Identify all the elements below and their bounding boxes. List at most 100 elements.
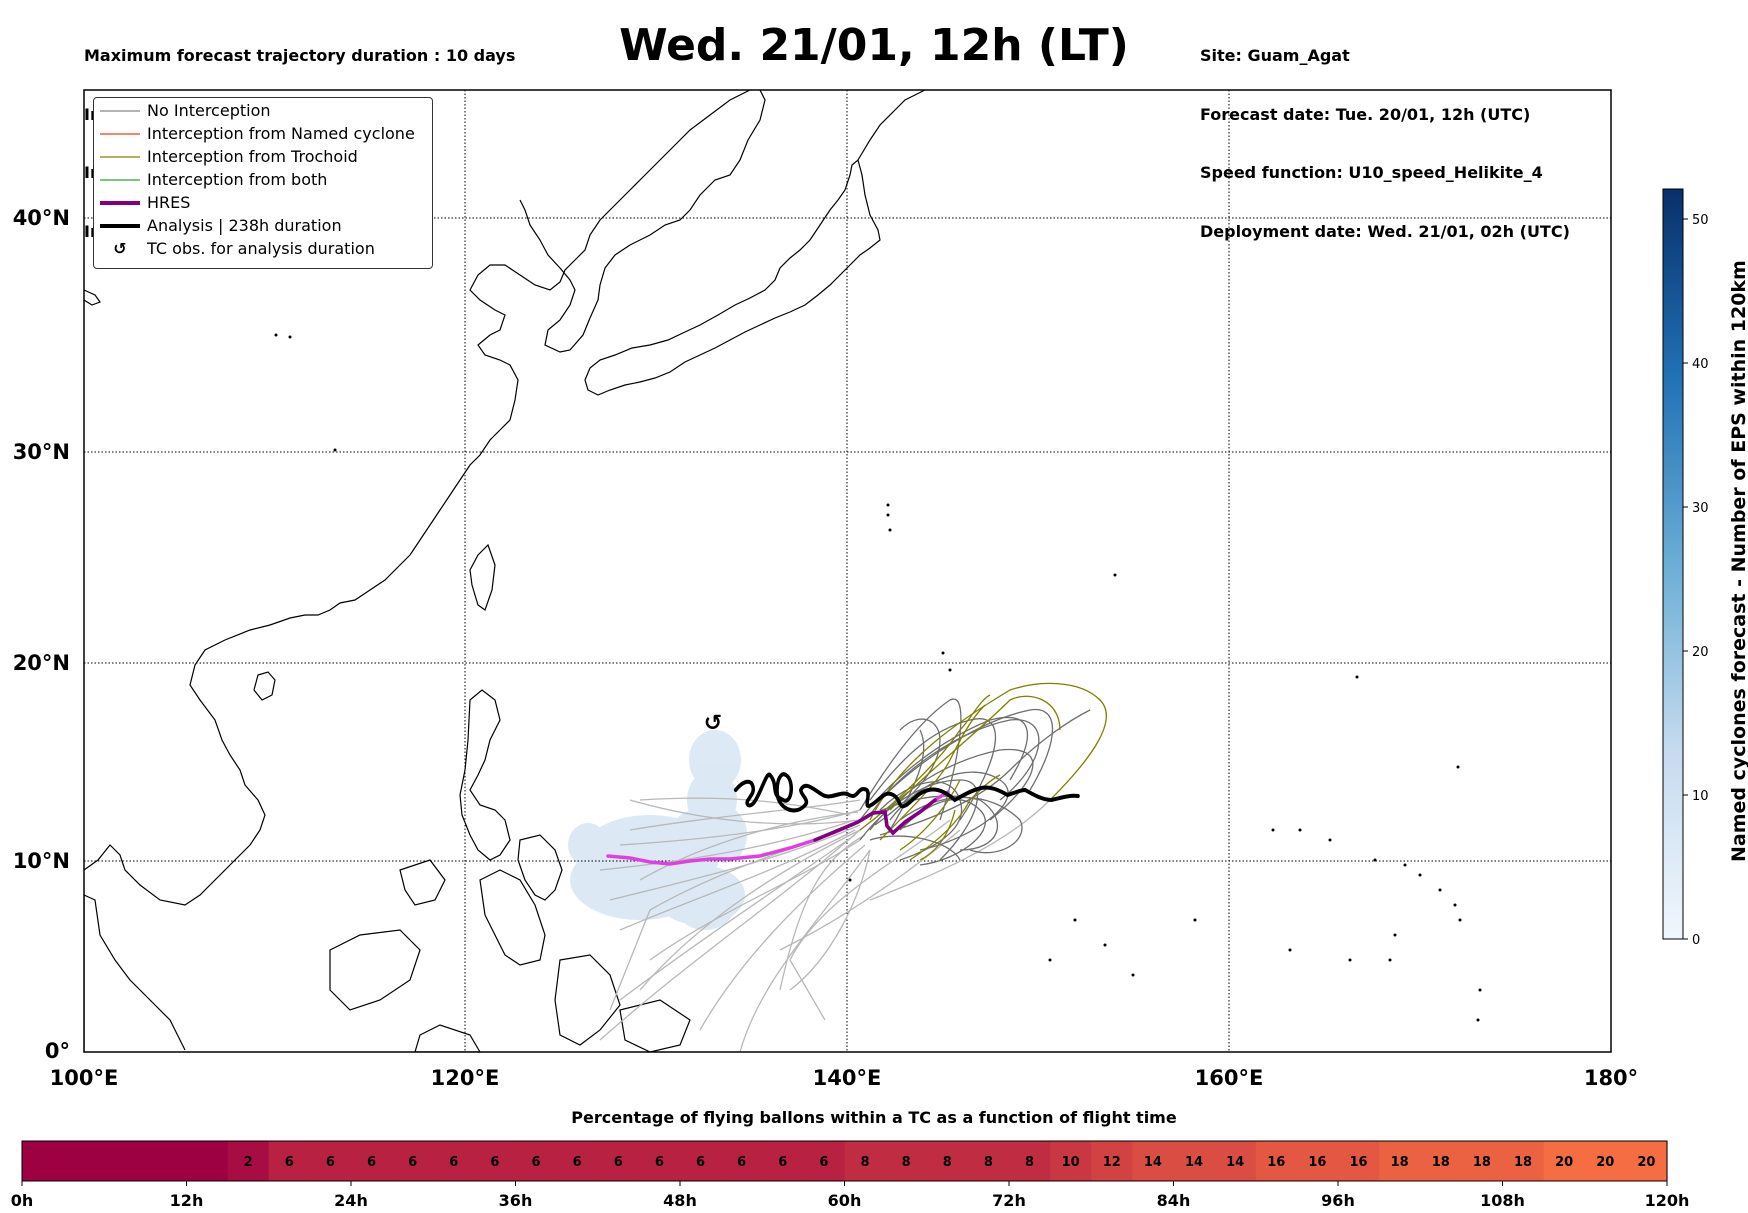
lon-label-100: 100°E [50, 1066, 119, 1090]
time-tick-label: 72h [992, 1191, 1026, 1210]
legend-line-olive [100, 156, 140, 158]
trajectories-trochoid [859, 682, 1107, 861]
legend-item-analysis: Analysis | 238h duration [94, 216, 430, 236]
percentage-cell [1132, 1141, 1175, 1181]
cbar-tick-40: 40 [1692, 357, 1709, 372]
lat-label-20: 20°N [13, 651, 70, 675]
percentage-cell [309, 1141, 352, 1181]
percentage-cell [1543, 1141, 1586, 1181]
legend-line-purple [100, 201, 140, 205]
cbar-tick-0: 0 [1692, 933, 1700, 948]
legend-item-both: Interception from both [94, 170, 430, 190]
percentage-cell [186, 1141, 229, 1181]
legend-label: Interception from both [147, 170, 328, 189]
percentage-cell [63, 1141, 105, 1181]
percentage-cell-label: 6 [696, 1155, 705, 1170]
percentage-cell-label: 10 [1062, 1155, 1080, 1170]
cbar-tick-20: 20 [1692, 645, 1709, 660]
percentage-cell-label: 6 [490, 1155, 499, 1170]
percentage-cell-label: 20 [1555, 1155, 1573, 1170]
cbar-tick-50: 50 [1692, 213, 1709, 228]
time-tick-label: 36h [499, 1191, 533, 1210]
percentage-cell [885, 1141, 928, 1181]
percentage-bar-title: Percentage of flying ballons within a TC… [571, 1108, 1177, 1127]
percentage-cell-label: 14 [1185, 1155, 1203, 1170]
analysis-trajectory [733, 772, 1080, 813]
legend-item-named-cyclone: Interception from Named cyclone [94, 124, 430, 144]
cyclone-density-blobs [568, 730, 747, 930]
percentage-cell-label: 6 [778, 1155, 787, 1170]
time-tick-label: 48h [663, 1191, 697, 1210]
percentage-cell [1296, 1141, 1339, 1181]
legend-label: TC obs. for analysis duration [147, 239, 375, 258]
gridlines [84, 90, 1611, 1052]
percentage-cell [638, 1141, 681, 1181]
param-site: Site: Guam_Agat [1200, 46, 1350, 65]
lat-label-10: 10°N [13, 849, 70, 873]
percentage-cell [721, 1141, 763, 1181]
lon-label-140: 140°E [813, 1066, 882, 1090]
percentage-cell-label: 6 [408, 1155, 417, 1170]
time-tick-label: 120h [1645, 1191, 1690, 1210]
lon-label-120: 120°E [431, 1066, 500, 1090]
percentage-cell [1461, 1141, 1504, 1181]
percentage-cell-label: 8 [984, 1155, 993, 1170]
percentage-cell [803, 1141, 846, 1181]
legend-label: Interception from Trochoid [147, 147, 358, 166]
percentage-bar: 2 6 6 6 6 6 6 6 6 6 6 6 6 6 6 8 8 8 8 8 10 12 14 14 14 16 16 16 18 18… [21, 1140, 1668, 1182]
percentage-cell [351, 1141, 393, 1181]
percentage-cell-label: 18 [1473, 1155, 1491, 1170]
percentage-cell-label: 8 [943, 1155, 952, 1170]
legend-label: No Interception [147, 101, 271, 120]
tc-observation-symbol: ↺ [704, 711, 722, 736]
percentage-cell [926, 1141, 969, 1181]
coastlines [84, 90, 926, 1052]
legend-label: HRES [147, 193, 191, 212]
percentage-cell-label: 16 [1350, 1155, 1368, 1170]
legend-line-black [100, 224, 140, 228]
time-tick-label: 96h [1321, 1191, 1355, 1210]
cbar-tick-30: 30 [1692, 501, 1709, 516]
percentage-cell [515, 1141, 558, 1181]
legend-item-tc-obs: ↺ TC obs. for analysis duration [94, 239, 430, 259]
percentage-cell-label: 8 [1025, 1155, 1034, 1170]
percentage-cell-label: 6 [326, 1155, 335, 1170]
legend-line-red [100, 133, 140, 135]
legend-line-green [100, 179, 140, 181]
percentage-cell [1091, 1141, 1133, 1181]
hres-trajectory-near-site [813, 798, 937, 842]
percentage-cell [1338, 1141, 1380, 1181]
colorbar-label: Named cyclones forecast - Number of EPS … [1728, 260, 1748, 862]
percentage-cell [1625, 1141, 1668, 1181]
percentage-cell-label: 6 [655, 1155, 664, 1170]
percentage-cell [104, 1141, 146, 1181]
tc-obs-icon: ↺ [113, 239, 127, 258]
map-frame [83, 89, 1612, 1053]
param-forecast-date: Forecast date: Tue. 20/01, 12h (UTC) [1200, 104, 1531, 124]
legend-label: Analysis | 238h duration [147, 216, 342, 235]
legend-item-hres: HRES [94, 193, 430, 213]
percentage-cell [762, 1141, 804, 1181]
percentage-cell [597, 1141, 640, 1181]
percentage-cell [1502, 1141, 1545, 1181]
percentage-cell [474, 1141, 517, 1181]
percentage-cell [1255, 1141, 1298, 1181]
percentage-cell [844, 1141, 887, 1181]
legend-item-trochoid: Interception from Trochoid [94, 147, 430, 167]
percentage-cell [556, 1141, 599, 1181]
percentage-cell-label: 18 [1391, 1155, 1409, 1170]
percentage-cell-label: 20 [1596, 1155, 1614, 1170]
percentage-cell [1420, 1141, 1462, 1181]
percentage-cell-label: 14 [1226, 1155, 1244, 1170]
percentage-cell [145, 1141, 188, 1181]
percentage-cell-label: 20 [1637, 1155, 1655, 1170]
percentage-cell [433, 1141, 475, 1181]
percentage-cell-label: 6 [819, 1155, 828, 1170]
percentage-cell [1214, 1141, 1257, 1181]
percentage-cell-label: 8 [902, 1155, 911, 1170]
pacific-islands [274, 333, 1482, 1022]
lon-label-180: 180° [1584, 1066, 1638, 1090]
percentage-cell [1379, 1141, 1421, 1181]
percentage-cell-label: 6 [737, 1155, 746, 1170]
percentage-cell-label: 6 [614, 1155, 623, 1170]
